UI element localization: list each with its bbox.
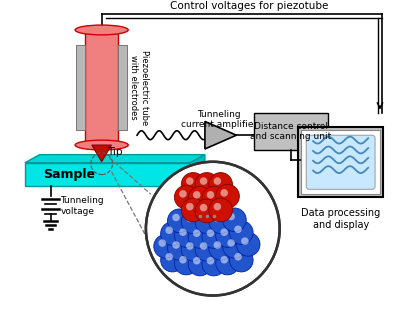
Circle shape xyxy=(154,234,177,258)
Circle shape xyxy=(202,186,226,210)
Circle shape xyxy=(200,242,207,250)
Circle shape xyxy=(186,242,194,250)
Circle shape xyxy=(200,204,207,212)
Text: Sample: Sample xyxy=(43,168,95,181)
Polygon shape xyxy=(205,121,236,149)
Text: Tip: Tip xyxy=(108,147,123,157)
Ellipse shape xyxy=(75,25,128,35)
FancyBboxPatch shape xyxy=(306,135,375,189)
Circle shape xyxy=(181,198,205,222)
Circle shape xyxy=(195,237,219,261)
Bar xyxy=(301,130,380,194)
Bar xyxy=(254,112,328,150)
Circle shape xyxy=(161,248,184,272)
Circle shape xyxy=(174,185,198,209)
Circle shape xyxy=(165,227,173,234)
Circle shape xyxy=(227,239,235,247)
Circle shape xyxy=(188,225,212,248)
Circle shape xyxy=(174,224,198,247)
Circle shape xyxy=(207,257,214,265)
Circle shape xyxy=(236,232,260,256)
Circle shape xyxy=(195,199,219,223)
Circle shape xyxy=(230,248,253,272)
Circle shape xyxy=(168,209,191,232)
Circle shape xyxy=(209,210,232,233)
Circle shape xyxy=(181,210,205,233)
Bar xyxy=(298,127,383,197)
Polygon shape xyxy=(92,145,112,162)
Circle shape xyxy=(195,173,219,196)
Circle shape xyxy=(223,208,246,232)
Circle shape xyxy=(158,239,166,247)
Polygon shape xyxy=(25,155,205,163)
Text: Data processing
and display: Data processing and display xyxy=(301,208,380,230)
Circle shape xyxy=(209,173,232,196)
Circle shape xyxy=(181,237,205,261)
Circle shape xyxy=(179,256,187,264)
Circle shape xyxy=(168,236,191,260)
Circle shape xyxy=(216,224,239,247)
Circle shape xyxy=(179,190,187,198)
Text: Tunneling
voltage: Tunneling voltage xyxy=(60,196,104,216)
Polygon shape xyxy=(76,45,85,130)
Circle shape xyxy=(216,184,239,208)
Circle shape xyxy=(214,203,221,211)
Polygon shape xyxy=(190,155,205,186)
Circle shape xyxy=(207,191,214,198)
Circle shape xyxy=(227,213,235,220)
Polygon shape xyxy=(85,30,118,145)
Circle shape xyxy=(234,226,242,233)
Circle shape xyxy=(186,203,194,211)
Circle shape xyxy=(165,253,173,261)
Circle shape xyxy=(186,177,194,185)
Circle shape xyxy=(146,162,280,296)
Polygon shape xyxy=(118,45,127,130)
Circle shape xyxy=(186,215,194,222)
Circle shape xyxy=(209,198,232,222)
Circle shape xyxy=(172,214,180,221)
Circle shape xyxy=(214,215,221,222)
Circle shape xyxy=(188,252,212,276)
Circle shape xyxy=(220,229,228,236)
Circle shape xyxy=(195,210,219,233)
Polygon shape xyxy=(25,163,190,186)
Circle shape xyxy=(220,256,228,264)
Circle shape xyxy=(216,251,239,275)
Circle shape xyxy=(223,234,246,258)
Circle shape xyxy=(193,257,200,265)
Circle shape xyxy=(179,229,187,236)
Circle shape xyxy=(161,222,184,245)
Circle shape xyxy=(193,230,200,237)
Circle shape xyxy=(241,237,249,245)
Ellipse shape xyxy=(75,140,128,150)
Circle shape xyxy=(172,241,180,249)
Circle shape xyxy=(202,252,226,276)
Circle shape xyxy=(214,177,221,185)
Circle shape xyxy=(209,236,232,260)
Circle shape xyxy=(202,225,226,248)
Text: Control voltages for piezotube: Control voltages for piezotube xyxy=(170,1,328,11)
Text: Tunneling
current amplifier: Tunneling current amplifier xyxy=(180,110,257,129)
Circle shape xyxy=(234,253,242,261)
Text: Distance control
and scanning unit: Distance control and scanning unit xyxy=(250,122,332,141)
Circle shape xyxy=(214,241,221,249)
Circle shape xyxy=(181,173,205,196)
Circle shape xyxy=(193,191,200,198)
Text: Piezoelectric tube
with electrodes: Piezoelectric tube with electrodes xyxy=(129,50,149,125)
Circle shape xyxy=(220,189,228,197)
Circle shape xyxy=(200,215,207,222)
Circle shape xyxy=(207,230,214,237)
Circle shape xyxy=(200,177,207,185)
Circle shape xyxy=(230,221,253,244)
Circle shape xyxy=(174,251,198,275)
Circle shape xyxy=(188,186,212,210)
